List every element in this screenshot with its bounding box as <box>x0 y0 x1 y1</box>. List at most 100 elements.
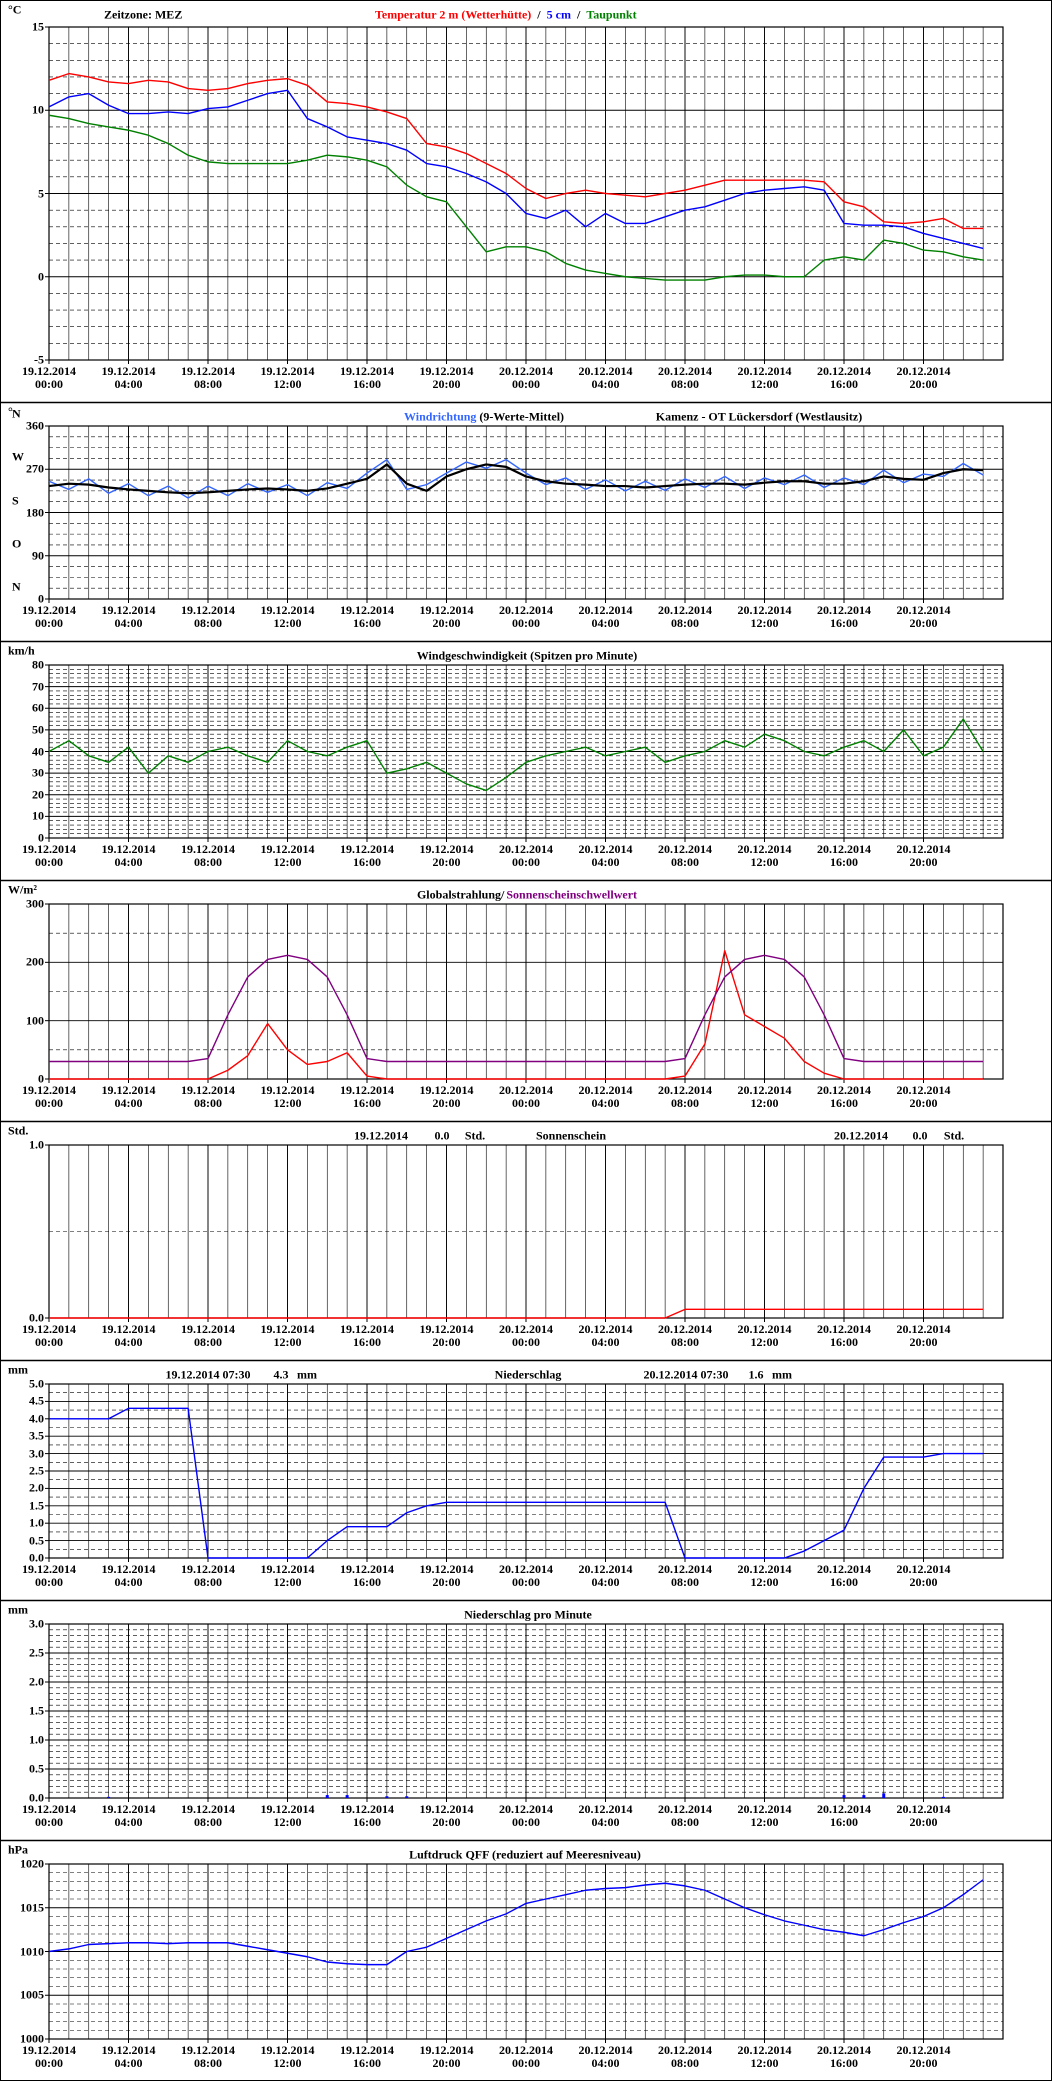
x-tick-label: 19.12.2014 20:00 <box>419 1083 474 1110</box>
bar <box>405 1796 409 1798</box>
daily-date: 19.12.2014 07:30 <box>165 1367 251 1382</box>
x-tick-label: 19.12.2014 20:00 <box>419 603 474 630</box>
x-tick-label: 19.12.2014 12:00 <box>260 1083 315 1110</box>
legend-entry: Globalstrahlung <box>416 887 502 902</box>
x-tick-label: 20.12.2014 08:00 <box>658 1802 712 1829</box>
x-tick-label: 20.12.2014 04:00 <box>578 364 633 391</box>
x-tick-label: 20.12.2014 04:00 <box>578 2043 633 2070</box>
x-tick-label: 20.12.2014 16:00 <box>817 603 871 630</box>
y-tick-label: 1.0 <box>29 1515 44 1530</box>
x-tick-label: 20.12.2014 20:00 <box>896 842 951 869</box>
x-tick-label: 20.12.2014 12:00 <box>737 1322 792 1349</box>
y-tick-label: 360 <box>26 418 44 433</box>
x-tick-label: 20.12.2014 16:00 <box>817 1802 871 1829</box>
y-tick-label: 1.0 <box>29 1732 44 1747</box>
y-tick-label: 80 <box>32 657 44 672</box>
x-tick-label: 20.12.2014 08:00 <box>658 603 712 630</box>
x-tick-label: 19.12.2014 04:00 <box>101 603 156 630</box>
x-tick-label: 19.12.2014 12:00 <box>260 1322 315 1349</box>
y-tick-label: 20 <box>32 787 44 802</box>
daily-date: 20.12.2014 <box>834 1128 888 1143</box>
x-tick-label: 19.12.2014 12:00 <box>260 603 315 630</box>
y-tick-label: 0.0 <box>29 1550 44 1565</box>
x-tick-label: 19.12.2014 20:00 <box>419 1802 474 1829</box>
x-tick-label: 20.12.2014 00:00 <box>499 1083 553 1110</box>
x-tick-label: 19.12.2014 20:00 <box>419 1562 474 1589</box>
x-tick-label: 20.12.2014 20:00 <box>896 1083 951 1110</box>
x-tick-label: 20.12.2014 08:00 <box>658 1562 712 1589</box>
chart-title: Niederschlag pro Minute <box>464 1607 592 1622</box>
plot-border <box>48 1383 1004 1559</box>
daily-unit: mm <box>772 1367 792 1382</box>
x-tick-label: 19.12.2014 12:00 <box>260 1802 315 1829</box>
daily-unit: Std. <box>464 1128 486 1143</box>
x-tick-label: 20.12.2014 04:00 <box>578 1802 633 1829</box>
y-tick-label: 10 <box>32 808 44 823</box>
y-tick-label: -5 <box>34 352 44 367</box>
y-tick-label: 50 <box>32 722 44 737</box>
x-tick-label: 20.12.2014 12:00 <box>737 2043 792 2070</box>
y-tick-label: 1005 <box>20 1987 44 2002</box>
y-unit: mm <box>8 1602 28 1617</box>
y-tick-label: 100 <box>26 1013 44 1028</box>
x-tick-label: 20.12.2014 20:00 <box>896 1322 951 1349</box>
x-tick-label: 20.12.2014 04:00 <box>578 1083 633 1110</box>
x-tick-label: 20.12.2014 04:00 <box>578 842 633 869</box>
series-line <box>48 1879 984 1966</box>
y-unit: ° <box>8 404 13 419</box>
y-tick-label: 5 <box>38 186 44 200</box>
chart-subtitle: Kamenz - OT Lückersdorf (Westlausitz) <box>655 409 863 424</box>
x-tick-label: 20.12.2014 00:00 <box>499 1322 553 1349</box>
x-tick-label: 19.12.2014 16:00 <box>340 842 394 869</box>
x-tick-label: 19.12.2014 08:00 <box>181 1322 235 1349</box>
x-tick-label: 20.12.2014 00:00 <box>499 842 553 869</box>
x-tick-label: 19.12.2014 16:00 <box>340 364 394 391</box>
direction-label: N <box>12 406 21 421</box>
chart-title: Windgeschwindigkeit (Spitzen pro Minute) <box>416 648 638 663</box>
y-tick-label: 30 <box>32 765 44 780</box>
series-line <box>49 1407 984 1559</box>
y-tick-label: 0 <box>38 1071 44 1086</box>
legend-separator: / <box>537 7 541 22</box>
y-unit: mm <box>8 1362 28 1377</box>
x-tick-label: 20.12.2014 08:00 <box>658 1322 712 1349</box>
y-tick-label: 1015 <box>20 1900 44 1915</box>
x-tick-label: 20.12.2014 20:00 <box>896 2043 951 2070</box>
y-unit: hPa <box>8 1842 29 1857</box>
series-line <box>48 718 984 792</box>
chart-title: Luftdruck QFF (reduziert auf Meeresnivea… <box>409 1847 641 1862</box>
y-tick-label: 15 <box>32 19 44 34</box>
y-tick-label: 0.5 <box>29 1761 44 1776</box>
x-tick-label: 19.12.2014 12:00 <box>260 1562 315 1589</box>
y-tick-label: 1020 <box>20 1856 44 1871</box>
x-tick-label: 19.12.2014 20:00 <box>419 364 474 391</box>
legend-entry: Sonnenscheinschwellwert <box>506 887 638 902</box>
daily-date: 19.12.2014 <box>354 1128 408 1143</box>
bar <box>941 1796 945 1798</box>
y-tick-label: 5.0 <box>29 1376 44 1391</box>
y-tick-label: 300 <box>26 896 44 911</box>
x-tick-label: 20.12.2014 20:00 <box>896 1802 951 1829</box>
chart-title: Niederschlag <box>494 1367 562 1382</box>
x-tick-label: 20.12.2014 16:00 <box>817 842 871 869</box>
daily-value: 0.0 <box>912 1128 928 1143</box>
y-tick-label: 3.5 <box>29 1428 44 1443</box>
y-tick-label: 0 <box>38 269 44 284</box>
x-tick-label: 19.12.2014 08:00 <box>181 1562 235 1589</box>
x-tick-label: 19.12.2014 08:00 <box>181 842 235 869</box>
x-tick-label: 20.12.2014 16:00 <box>817 1083 871 1110</box>
y-tick-label: 180 <box>26 505 44 519</box>
x-tick-label: 19.12.2014 16:00 <box>340 2043 394 2070</box>
y-tick-label: 4.0 <box>29 1411 44 1426</box>
x-tick-label: 19.12.2014 12:00 <box>260 842 315 869</box>
x-tick-label: 19.12.2014 00:00 <box>22 1083 76 1110</box>
x-tick-label: 19.12.2014 08:00 <box>181 1802 235 1829</box>
y-unit: Std. <box>8 1123 29 1138</box>
y-tick-label: 70 <box>32 679 44 694</box>
series-line <box>48 463 984 495</box>
x-tick-label: 20.12.2014 08:00 <box>658 1083 712 1110</box>
x-tick-label: 19.12.2014 04:00 <box>101 842 156 869</box>
x-tick-label: 20.12.2014 12:00 <box>737 842 792 869</box>
x-tick-label: 19.12.2014 16:00 <box>340 1322 394 1349</box>
